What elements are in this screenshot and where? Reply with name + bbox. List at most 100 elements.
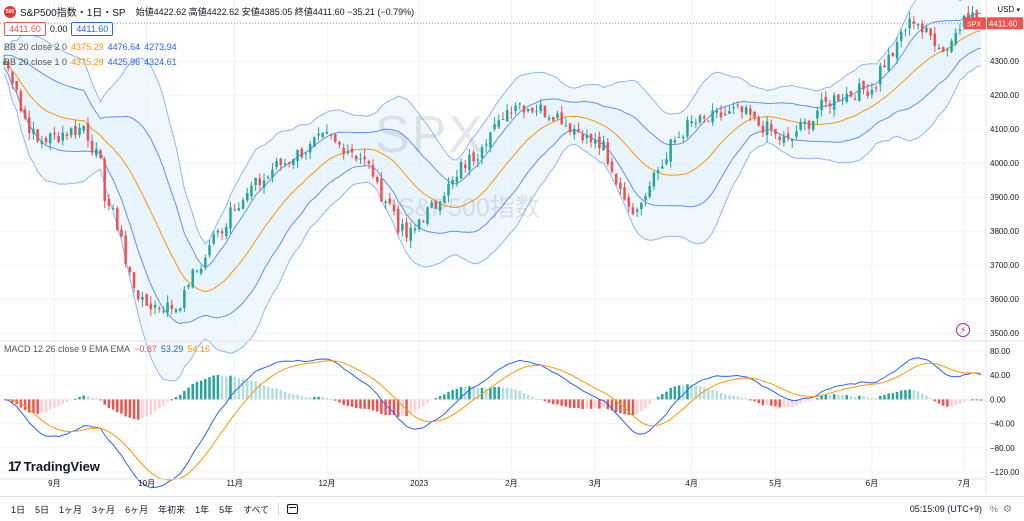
macd-histogram-bar — [359, 399, 362, 409]
timeframe-3m[interactable]: 3ヶ月 — [92, 504, 116, 515]
buy-price-button[interactable]: 4411.60 — [71, 22, 114, 36]
candle-body — [153, 304, 157, 308]
candle-body — [463, 164, 467, 168]
timeframe-ytd[interactable]: 年初来 — [158, 504, 186, 515]
candle-body — [183, 289, 186, 309]
candle-body — [489, 132, 492, 148]
candle-body — [430, 202, 433, 208]
macd-histogram-bar — [401, 399, 404, 417]
macd-histogram-bar — [455, 388, 459, 400]
timeframe-5d[interactable]: 5日 — [35, 504, 50, 515]
macd-histogram-bar — [296, 394, 299, 400]
tradingview-logo[interactable]: 17 TradingView — [8, 458, 100, 474]
macd-histogram-bar — [971, 399, 974, 401]
candle-body — [342, 147, 345, 155]
macd-histogram-bar — [187, 387, 190, 400]
macd-histogram-bar — [937, 399, 941, 404]
calendar-icon[interactable] — [287, 504, 299, 514]
macd-histogram-bar — [744, 398, 748, 400]
candle-body — [627, 197, 631, 207]
macd-histogram-bar — [958, 399, 962, 404]
candle-body — [602, 141, 605, 151]
macd-histogram-bar — [153, 399, 157, 412]
candle-body — [728, 111, 731, 114]
candle-body — [497, 120, 501, 128]
sell-price-button[interactable]: 4411.60 — [4, 22, 46, 36]
macd-histogram-bar — [904, 390, 907, 400]
timeframe-1d[interactable]: 1日 — [11, 504, 26, 515]
candle-body — [2, 61, 6, 65]
macd-legend[interactable]: MACD 12 26 close 9 EMA EMA −0.87 53.29 5… — [4, 344, 210, 354]
candle-body — [111, 208, 115, 210]
candle-body — [187, 284, 190, 287]
timeframe-5y[interactable]: 5年 — [219, 504, 234, 515]
candle-body — [325, 131, 329, 135]
candle-body — [782, 136, 786, 143]
bb2-upper: 4476.64 — [107, 42, 141, 52]
macd-histogram-bar — [136, 399, 140, 420]
bb2-legend[interactable]: BB 20 close 2 0 4375.29 4476.64 4273.94 — [4, 42, 177, 52]
bb1-legend[interactable]: BB 20 close 1 0 4375.29 4425.96 4324.61 — [4, 57, 177, 67]
macd-histogram-bar — [941, 399, 945, 406]
macd-histogram-bar — [753, 399, 756, 402]
candle-body — [116, 208, 119, 230]
macd-histogram-bar — [317, 396, 320, 400]
macd-histogram-bar — [32, 399, 35, 414]
macd-histogram-bar — [925, 395, 928, 400]
percent-toggle[interactable]: % — [989, 504, 998, 514]
macd-histogram-bar — [627, 399, 631, 415]
macd-histogram-bar — [711, 389, 714, 400]
clock-display[interactable]: 05:15:09 (UTC+9) — [909, 504, 982, 514]
macd-histogram-bar — [183, 391, 186, 400]
candle-body — [472, 152, 475, 162]
macd-histogram-bar — [598, 399, 601, 409]
gear-icon[interactable]: ⚙ — [1003, 503, 1012, 515]
candle-body — [803, 121, 807, 124]
macd-histogram-bar — [430, 399, 433, 401]
candle-body — [229, 207, 232, 229]
candle-body — [853, 98, 857, 101]
timeframe-1y[interactable]: 1年 — [195, 504, 210, 515]
bb1-fill — [4, 13, 981, 324]
macd-histogram-bar — [749, 399, 752, 401]
timeframe-all[interactable]: すべて — [243, 504, 270, 515]
macd-histogram-bar — [547, 399, 551, 403]
candle-body — [837, 94, 840, 101]
candle-body — [920, 23, 924, 32]
macd-histogram-bar — [405, 399, 408, 417]
symbol-title[interactable]: S&P500指数・1日・SP — [20, 8, 126, 19]
macd-histogram-bar — [686, 384, 689, 400]
candle-body — [698, 115, 702, 123]
macd-histogram-bar — [74, 398, 77, 400]
macd-histogram-bar — [820, 395, 823, 400]
candle-body — [23, 109, 27, 119]
candle-body — [275, 160, 278, 168]
macd-histogram-bar — [162, 399, 165, 406]
last-symbol-text: SPX — [967, 21, 981, 28]
candle-body — [459, 162, 463, 179]
spread-value: 0.00 — [49, 24, 68, 34]
macd-histogram-bar — [258, 383, 262, 400]
macd-histogram-bar — [824, 394, 828, 400]
macd-histogram-bar — [287, 393, 291, 400]
macd-tick-label: 0.00 — [990, 395, 1006, 404]
candle-body — [744, 107, 748, 115]
candle-body — [162, 311, 165, 313]
timeframe-1m[interactable]: 1ヶ月 — [59, 504, 83, 515]
lightning-icon[interactable]: ⚡ — [956, 323, 970, 337]
candle-body — [258, 178, 262, 185]
candle-body — [795, 131, 798, 137]
candle-body — [296, 149, 299, 162]
macd-histogram-bar — [723, 394, 727, 400]
macd-histogram-bar — [120, 399, 123, 414]
candle-body — [279, 158, 283, 165]
timeframe-6m[interactable]: 6ヶ月 — [125, 504, 149, 515]
currency-selector[interactable]: USD ▾ — [997, 5, 1020, 14]
candle-body — [178, 308, 182, 311]
macd-histogram-bar — [979, 399, 983, 401]
candle-body — [120, 229, 123, 237]
candle-body — [250, 185, 253, 197]
bb1-label: BB 20 close 1 0 — [4, 57, 68, 67]
macd-histogram-bar — [451, 390, 454, 400]
